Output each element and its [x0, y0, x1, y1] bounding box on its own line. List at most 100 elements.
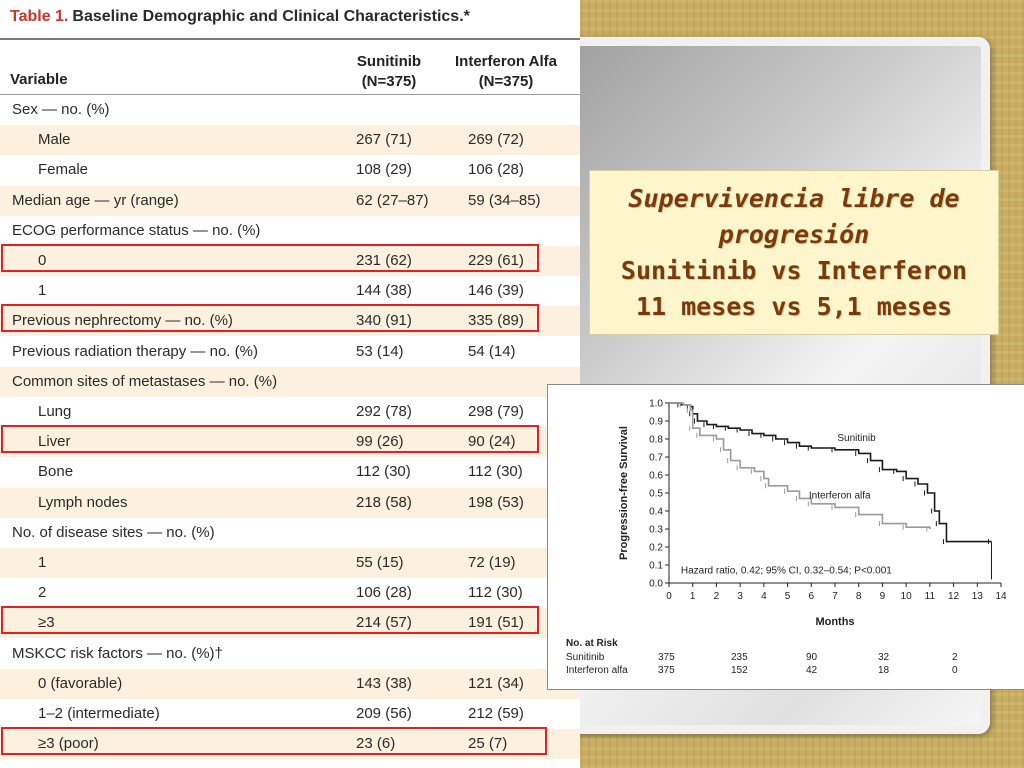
x-tick-label: 0	[666, 591, 672, 602]
y-tick-label: 0.3	[649, 525, 663, 536]
table-row: Bone 112 (30) 112 (30)	[0, 457, 580, 487]
interferon-value: 229 (61)	[468, 252, 524, 269]
km-plot: 0 1 2 3 4 5 6 7 8 9 10 11 12 13 140.00.10.20.30.40.50.…	[618, 399, 1007, 629]
row-label: No. of disease sites — no. (%)	[12, 523, 215, 541]
sunitinib-value: 23 (6)	[356, 735, 396, 753]
column-header-sunitinib: Sunitinib (N=375)	[344, 52, 434, 92]
sunitinib-value: 218 (58)	[356, 493, 412, 511]
interferon-value: 106 (28)	[468, 161, 524, 179]
x-tick-label: 11	[925, 591, 936, 602]
x-axis-label: Months	[815, 616, 854, 628]
row-label: Male	[38, 131, 71, 149]
pfs-callout-box: Supervivencia libre de progresión Suniti…	[589, 170, 999, 335]
series-label-interferon: Interferon alfa	[809, 490, 871, 501]
y-tick-label: 0.4	[649, 507, 663, 518]
y-axis-label: Progression-free Survival	[618, 426, 630, 560]
table-row: MSKCC risk factors — no. (%)†	[0, 639, 580, 669]
table-title: Table 1. Baseline Demographic and Clinica…	[10, 8, 470, 26]
row-label: ECOG performance status — no. (%)	[12, 221, 261, 239]
table-row: Common sites of metastases — no. (%)	[0, 366, 580, 397]
row-label: Previous radiation therapy — no. (%)	[12, 342, 258, 360]
x-tick-label: 5	[785, 591, 791, 602]
risk-value: 375	[658, 665, 675, 676]
table-row: Female 108 (29) 106 (28)	[0, 155, 580, 185]
interferon-value: 191 (51)	[468, 614, 524, 632]
row-label: ≥3 (poor)	[38, 735, 99, 753]
interferon-value: 269 (72)	[468, 131, 524, 149]
sunitinib-value: 108 (29)	[356, 161, 412, 179]
y-tick-label: 0.6	[649, 471, 663, 482]
column-header-interferon-n: (N=375)	[478, 73, 534, 90]
table-title-text: Baseline Demographic and Clinical Charac…	[72, 8, 470, 25]
risk-row-label: Sunitinib	[566, 652, 605, 663]
x-tick-label: 4	[761, 591, 767, 602]
y-tick-label: 0.1	[649, 561, 663, 572]
hazard-ratio-annotation: Hazard ratio, 0.42; 95% CI, 0.32–0.54; P…	[681, 565, 892, 576]
risk-value: 375	[658, 652, 675, 663]
sunitinib-value: 214 (57)	[356, 614, 412, 632]
sunitinib-value: 53 (14)	[356, 342, 404, 360]
x-tick-label: 1	[690, 591, 696, 602]
highlight-box	[1, 304, 539, 333]
table-row: ECOG performance status — no. (%)	[0, 216, 580, 246]
row-label: 1	[38, 282, 47, 300]
y-tick-label: 0.8	[649, 435, 663, 446]
row-label: Bone	[38, 463, 74, 481]
x-tick-label: 10	[901, 591, 913, 602]
risk-value: 235	[731, 652, 748, 663]
row-label: ≥3	[38, 614, 55, 632]
table-row: Previous radiation therapy — no. (%) 53 (…	[0, 337, 580, 367]
row-label: Median age — yr (range)	[12, 191, 179, 209]
x-tick-label: 13	[972, 591, 984, 602]
title-divider	[0, 38, 580, 40]
table-row: Lung 292 (78) 298 (79)	[0, 397, 580, 427]
sunitinib-value: 55 (15)	[356, 554, 404, 571]
table-number: Table 1.	[10, 8, 69, 25]
km-curve-sunitinib	[669, 402, 992, 543]
interferon-value: 54 (14)	[468, 342, 516, 360]
table-row: Median age — yr (range) 62 (27–87) 59 (34–…	[0, 185, 580, 216]
interferon-value: 112 (30)	[468, 463, 523, 481]
sunitinib-value: 340 (91)	[356, 312, 412, 330]
sunitinib-value: 106 (28)	[356, 584, 412, 602]
column-header-interferon-name: Interferon Alfa	[455, 53, 557, 70]
callout-line-1: Supervivencia libre de	[628, 184, 960, 213]
baseline-characteristics-table: Table 1. Baseline Demographic and Clinica…	[0, 0, 580, 768]
table-row: 2 106 (28) 112 (30)	[0, 578, 580, 608]
table-row: 1 144 (38) 146 (39)	[0, 276, 580, 306]
table-row: Lymph nodes 218 (58) 198 (53)	[0, 487, 580, 518]
sunitinib-value: 231 (62)	[356, 252, 412, 269]
series-label-sunitinib: Sunitinib	[837, 433, 876, 444]
y-tick-label: 1.0	[649, 399, 663, 410]
x-tick-label: 3	[737, 591, 743, 602]
interferon-value: 112 (30)	[468, 584, 523, 602]
x-tick-label: 2	[714, 591, 720, 602]
risk-value: 90	[806, 652, 818, 663]
interferon-value: 212 (59)	[468, 705, 524, 722]
column-header-interferon: Interferon Alfa (N=375)	[446, 52, 566, 92]
risk-value: 2	[952, 652, 958, 663]
interferon-value: 146 (39)	[468, 282, 524, 300]
interferon-value: 198 (53)	[468, 493, 524, 511]
risk-table-title: No. at Risk	[566, 638, 618, 649]
sunitinib-value: 99 (26)	[356, 433, 404, 451]
risk-value: 32	[878, 652, 890, 663]
sunitinib-value: 144 (38)	[356, 282, 412, 300]
y-tick-label: 0.0	[649, 579, 663, 590]
highlight-box	[1, 727, 547, 756]
risk-value: 152	[731, 665, 748, 676]
y-tick-label: 0.7	[649, 453, 663, 464]
highlight-box	[1, 425, 539, 454]
x-tick-label: 6	[809, 591, 815, 602]
row-label: Previous nephrectomy — no. (%)	[12, 312, 233, 330]
row-label: 0 (favorable)	[38, 674, 123, 692]
sunitinib-value: 143 (38)	[356, 674, 412, 692]
column-header-variable: Variable	[10, 71, 68, 88]
column-header-sunitinib-name: Sunitinib	[356, 53, 422, 70]
y-tick-label: 0.5	[649, 489, 663, 500]
x-tick-label: 8	[856, 591, 862, 602]
row-label: 1	[38, 554, 47, 571]
row-label: Female	[38, 161, 89, 179]
row-label: MSKCC risk factors — no. (%)†	[12, 644, 223, 662]
kaplan-meier-figure: 0 1 2 3 4 5 6 7 8 9 10 11 12 13 14 0.0 0.1 0.2 0.3 0.4 0.5 0.…	[547, 384, 1024, 690]
